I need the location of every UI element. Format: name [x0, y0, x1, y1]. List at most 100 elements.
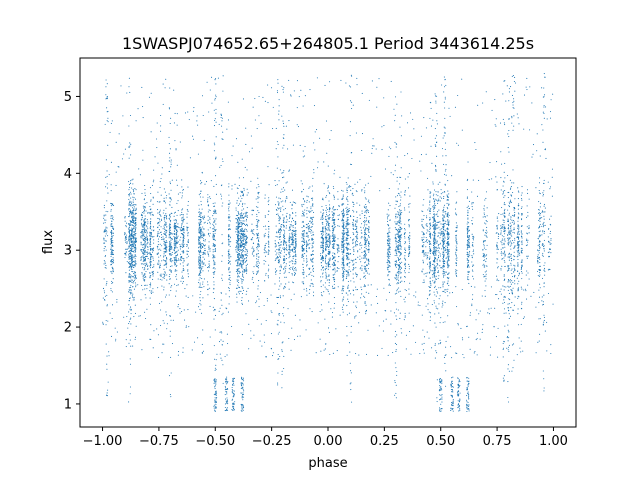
data-point	[328, 260, 330, 263]
data-point	[447, 222, 449, 224]
data-point	[146, 262, 148, 264]
data-point	[342, 278, 345, 280]
data-point	[141, 284, 143, 286]
data-point	[433, 193, 435, 195]
data-point	[303, 250, 305, 252]
data-point	[241, 240, 243, 242]
data-point	[510, 240, 512, 242]
data-point	[455, 238, 457, 241]
data-point	[228, 258, 230, 260]
data-point	[278, 180, 280, 182]
data-point	[395, 238, 397, 240]
data-point	[466, 244, 468, 246]
data-point	[295, 243, 297, 245]
data-point	[228, 219, 230, 221]
data-point	[133, 264, 135, 266]
data-point	[356, 219, 358, 221]
data-point	[446, 262, 448, 264]
data-point	[429, 256, 431, 258]
data-point	[425, 275, 427, 277]
data-point	[396, 245, 398, 247]
data-point	[322, 217, 324, 219]
data-point	[130, 286, 132, 288]
data-point	[142, 289, 144, 291]
data-point	[278, 277, 281, 279]
data-point	[285, 283, 287, 285]
data-point	[229, 254, 231, 256]
data-point	[504, 253, 506, 255]
data-point	[434, 231, 436, 233]
data-point	[387, 236, 389, 238]
data-point	[245, 212, 247, 214]
data-point	[320, 269, 322, 271]
data-point	[442, 281, 444, 283]
data-point	[364, 275, 366, 277]
data-point	[173, 283, 176, 285]
data-point	[202, 233, 204, 235]
data-point	[235, 214, 238, 216]
data-point	[397, 258, 400, 260]
data-point	[426, 298, 429, 300]
data-point	[426, 240, 428, 242]
data-point	[246, 270, 248, 272]
data-point	[387, 218, 389, 220]
data-point	[428, 240, 430, 242]
data-point	[348, 186, 350, 188]
data-point	[521, 272, 523, 274]
data-point	[143, 240, 145, 242]
data-point	[365, 271, 367, 273]
data-point	[329, 217, 331, 219]
data-point	[430, 237, 432, 239]
data-point	[337, 214, 339, 217]
data-point	[429, 264, 431, 266]
data-point	[428, 241, 430, 243]
data-point	[510, 232, 512, 235]
data-point	[332, 287, 334, 289]
data-point	[309, 243, 311, 245]
data-point	[134, 226, 136, 228]
data-point	[251, 278, 253, 280]
data-point	[483, 245, 485, 247]
data-point	[134, 276, 137, 278]
data-point	[443, 272, 445, 274]
data-point	[543, 179, 545, 181]
data-point	[328, 234, 330, 236]
data-point	[181, 213, 183, 216]
data-point	[511, 242, 513, 245]
data-point	[257, 193, 259, 195]
data-point	[238, 293, 240, 295]
data-point	[263, 225, 265, 228]
data-point	[163, 322, 165, 324]
data-point	[332, 247, 334, 249]
data-point	[256, 272, 258, 275]
data-point	[485, 197, 487, 199]
data-point	[141, 231, 143, 233]
data-point	[447, 315, 449, 317]
data-point	[436, 240, 438, 242]
data-point	[228, 228, 230, 230]
data-point	[128, 227, 130, 229]
data-point	[257, 201, 259, 203]
data-point	[228, 279, 230, 281]
data-point	[325, 275, 327, 277]
data-point	[387, 265, 389, 267]
data-point	[366, 270, 368, 272]
data-point	[549, 230, 552, 232]
data-point	[149, 218, 152, 220]
data-point	[549, 243, 551, 245]
data-point	[183, 269, 185, 271]
data-point	[468, 208, 470, 210]
data-point	[255, 233, 257, 235]
data-point	[399, 261, 401, 263]
data-point	[288, 272, 290, 274]
data-point	[328, 241, 330, 243]
data-point	[484, 271, 486, 273]
data-point	[238, 177, 240, 179]
data-point	[182, 238, 184, 241]
data-point	[365, 207, 367, 209]
data-point	[174, 223, 176, 225]
data-point	[285, 221, 287, 223]
data-point	[288, 229, 290, 231]
data-point	[550, 215, 552, 217]
